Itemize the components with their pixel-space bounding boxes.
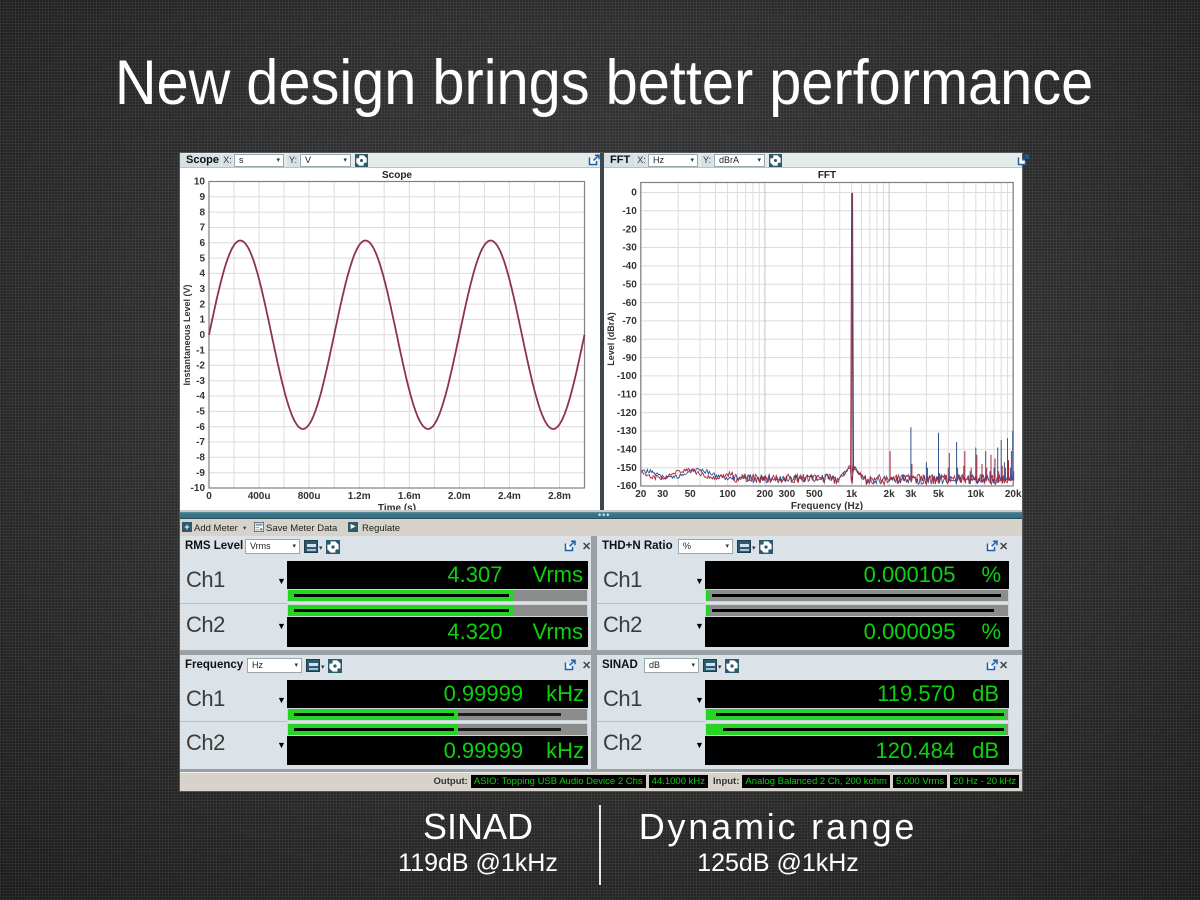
svg-text:-2: -2 xyxy=(196,361,205,372)
svg-text:1.2m: 1.2m xyxy=(348,491,371,502)
svg-text:2k: 2k xyxy=(884,489,896,500)
svg-text:-60: -60 xyxy=(622,298,637,309)
svg-text:Frequency (Hz): Frequency (Hz) xyxy=(791,501,863,511)
svg-text:400u: 400u xyxy=(248,491,271,502)
svg-text:1k: 1k xyxy=(846,489,858,500)
svg-text:-80: -80 xyxy=(622,334,637,345)
svg-text:9: 9 xyxy=(199,192,205,203)
svg-text:Time (s): Time (s) xyxy=(378,503,416,511)
svg-text:-110: -110 xyxy=(617,390,637,401)
svg-text:8: 8 xyxy=(199,207,205,218)
svg-text:10k: 10k xyxy=(967,489,984,500)
svg-text:2.8m: 2.8m xyxy=(548,491,571,502)
svg-text:-150: -150 xyxy=(617,463,637,474)
svg-text:-10: -10 xyxy=(622,206,637,217)
svg-text:2.0m: 2.0m xyxy=(448,491,471,502)
svg-text:-40: -40 xyxy=(622,261,637,272)
svg-text:100: 100 xyxy=(719,489,736,500)
svg-text:20: 20 xyxy=(635,489,647,500)
svg-text:0: 0 xyxy=(206,491,212,502)
svg-text:FFT: FFT xyxy=(818,170,836,181)
svg-text:-20: -20 xyxy=(622,224,637,235)
svg-text:-120: -120 xyxy=(617,408,637,419)
svg-text:-1: -1 xyxy=(196,345,205,356)
svg-text:-3: -3 xyxy=(196,376,205,387)
svg-text:0: 0 xyxy=(631,188,637,199)
svg-text:200: 200 xyxy=(757,489,774,500)
svg-text:0: 0 xyxy=(199,330,205,341)
svg-text:500: 500 xyxy=(806,489,823,500)
svg-text:-6: -6 xyxy=(196,422,205,433)
svg-text:-5: -5 xyxy=(196,407,205,418)
svg-text:Level (dBrA): Level (dBrA) xyxy=(606,312,616,366)
svg-text:-130: -130 xyxy=(617,426,637,437)
svg-text:-140: -140 xyxy=(617,445,637,456)
svg-text:4: 4 xyxy=(199,269,205,280)
svg-text:7: 7 xyxy=(199,223,205,234)
svg-text:800u: 800u xyxy=(298,491,321,502)
svg-text:5: 5 xyxy=(199,253,205,264)
svg-text:Instantaneous Level (V): Instantaneous Level (V) xyxy=(182,284,192,385)
svg-text:Scope: Scope xyxy=(382,170,412,181)
svg-text:-10: -10 xyxy=(191,483,206,494)
svg-text:-160: -160 xyxy=(617,481,637,492)
svg-text:10: 10 xyxy=(194,177,206,188)
svg-text:-7: -7 xyxy=(196,437,205,448)
svg-text:5k: 5k xyxy=(933,489,945,500)
svg-text:-50: -50 xyxy=(622,279,637,290)
svg-text:3: 3 xyxy=(199,284,205,295)
svg-text:-70: -70 xyxy=(622,316,637,327)
svg-text:-90: -90 xyxy=(622,353,637,364)
svg-text:6: 6 xyxy=(199,238,205,249)
svg-text:2: 2 xyxy=(199,299,205,310)
svg-text:300: 300 xyxy=(778,489,795,500)
svg-text:-8: -8 xyxy=(196,453,205,464)
svg-text:1.6m: 1.6m xyxy=(398,491,421,502)
svg-text:-4: -4 xyxy=(196,391,205,402)
svg-text:3k: 3k xyxy=(905,489,917,500)
svg-text:-100: -100 xyxy=(617,371,637,382)
svg-text:50: 50 xyxy=(685,489,697,500)
svg-text:1: 1 xyxy=(199,315,205,326)
svg-text:-30: -30 xyxy=(622,243,637,254)
svg-text:2.4m: 2.4m xyxy=(498,491,521,502)
svg-text:20k: 20k xyxy=(1005,489,1022,500)
svg-text:-9: -9 xyxy=(196,468,205,479)
svg-text:30: 30 xyxy=(657,489,669,500)
